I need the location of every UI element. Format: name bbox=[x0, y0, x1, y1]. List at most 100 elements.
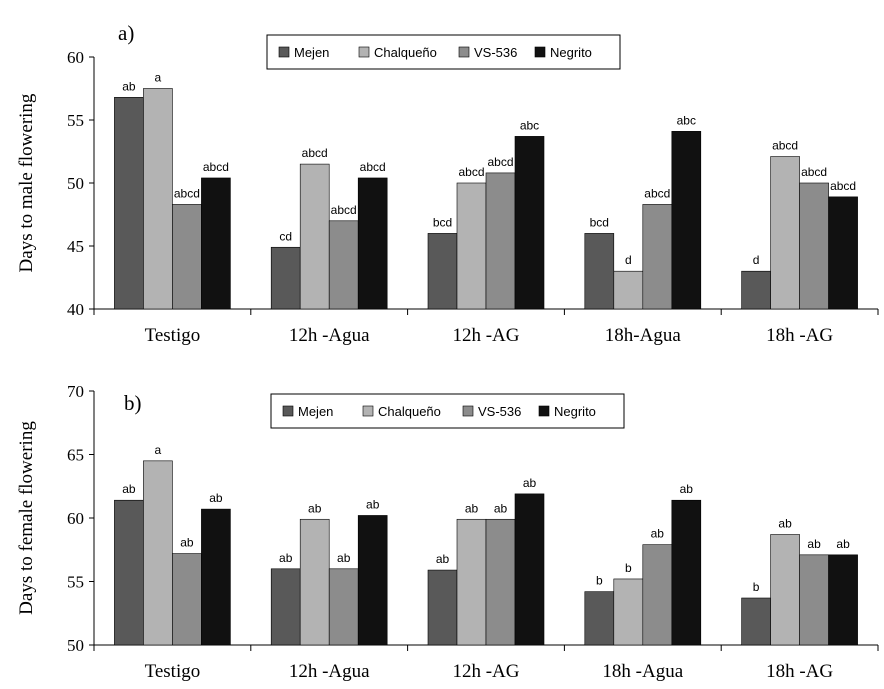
bar-vs-536 bbox=[172, 204, 202, 310]
y-tick-label: 60 bbox=[67, 509, 84, 528]
bar-mejen bbox=[427, 569, 458, 646]
x-tick-label: 18h -Agua bbox=[602, 661, 683, 682]
bar-data-label: a bbox=[155, 443, 162, 457]
bar-data-label: ab bbox=[836, 537, 850, 551]
bar-data-label: abc bbox=[520, 118, 539, 132]
x-tick-label: 12h -Agua bbox=[289, 661, 370, 682]
legend-box bbox=[270, 393, 625, 429]
bar-data-label: ab bbox=[523, 476, 537, 490]
bar-negrito bbox=[514, 136, 545, 310]
bar-data-label: abc bbox=[677, 113, 696, 127]
bar-mejen bbox=[741, 270, 771, 310]
panel-label: b) bbox=[124, 391, 142, 415]
bar-data-label: abcd bbox=[458, 165, 484, 179]
bar-chalque-o bbox=[770, 534, 800, 646]
bar-chalque-o bbox=[770, 156, 800, 310]
y-tick-label: 45 bbox=[67, 237, 84, 256]
legend-swatch bbox=[538, 405, 550, 417]
y-tick-label: 50 bbox=[67, 636, 84, 655]
bar-data-label: abcd bbox=[174, 186, 200, 200]
bar-vs-536 bbox=[328, 568, 359, 646]
legend-box bbox=[266, 34, 621, 70]
legend-swatch bbox=[358, 46, 370, 58]
x-tick-label: Testigo bbox=[145, 325, 201, 346]
y-axis-title: Days to male flowering bbox=[16, 93, 37, 272]
bar-vs-536 bbox=[642, 204, 673, 310]
bar-chalque-o bbox=[613, 270, 644, 310]
y-tick-label: 60 bbox=[67, 48, 84, 67]
bar-data-label: b bbox=[625, 561, 632, 575]
bar-mejen bbox=[427, 233, 458, 310]
bar-chalque-o bbox=[299, 163, 330, 310]
legend: Mejen Chalqueño VS-536 Negrito bbox=[270, 393, 625, 429]
bar-mejen bbox=[114, 499, 144, 646]
bar-data-label: d bbox=[753, 253, 760, 267]
y-tick-label: 70 bbox=[67, 382, 84, 401]
bar-vs-536 bbox=[172, 553, 202, 646]
bar-data-label: ab bbox=[180, 536, 194, 550]
bar-negrito bbox=[514, 493, 545, 646]
legend-swatch bbox=[282, 405, 294, 417]
bar-data-label: ab bbox=[680, 482, 694, 496]
bar-data-label: b bbox=[596, 574, 603, 588]
legend: Mejen Chalqueño VS-536 Negrito bbox=[266, 34, 621, 70]
bar-data-label: ab bbox=[807, 537, 821, 551]
bar-mejen bbox=[270, 246, 301, 310]
y-axis-title: Days to female flowering bbox=[16, 421, 37, 615]
legend-label: Negrito bbox=[550, 45, 592, 60]
bar-chalque-o bbox=[456, 182, 487, 310]
bar-data-label: ab bbox=[465, 501, 479, 515]
bar-data-label: cd bbox=[279, 229, 292, 243]
bar-vs-536 bbox=[799, 554, 829, 646]
bar-data-label: bcd bbox=[433, 215, 452, 229]
bar-data-label: ab bbox=[122, 482, 136, 496]
bar-data-label: abcd bbox=[360, 160, 386, 174]
x-tick-label: Testigo bbox=[145, 661, 201, 682]
bar-chalque-o bbox=[613, 578, 644, 646]
bar-data-label: ab bbox=[279, 551, 293, 565]
legend-swatch bbox=[462, 405, 474, 417]
bar-chalque-o bbox=[456, 518, 487, 646]
bar-negrito bbox=[357, 515, 388, 646]
bar-vs-536 bbox=[485, 172, 516, 310]
bar-chalque-o bbox=[299, 518, 330, 646]
bar-data-label: d bbox=[625, 253, 632, 267]
legend-swatch bbox=[458, 46, 470, 58]
bar-data-label: ab bbox=[651, 527, 665, 541]
legend-label: Mejen bbox=[294, 45, 329, 60]
bar-data-label: ab bbox=[494, 501, 508, 515]
bar-data-label: abcd bbox=[331, 203, 357, 217]
y-tick-label: 55 bbox=[67, 111, 84, 130]
bar-data-label: ab bbox=[778, 517, 792, 531]
bar-mejen bbox=[584, 591, 615, 646]
bar-data-label: b bbox=[753, 580, 760, 594]
legend-swatch bbox=[278, 46, 290, 58]
bar-negrito bbox=[201, 177, 231, 310]
bar-vs-536 bbox=[799, 182, 829, 310]
x-tick-label: 12h -AG bbox=[452, 325, 519, 346]
bar-data-label: ab bbox=[209, 491, 223, 505]
bar-data-label: bcd bbox=[590, 215, 609, 229]
bar-mejen bbox=[270, 568, 301, 646]
bar-data-label: abcd bbox=[801, 165, 827, 179]
legend-label: VS-536 bbox=[474, 45, 517, 60]
bar-mejen bbox=[114, 97, 144, 310]
bar-negrito bbox=[828, 554, 858, 646]
legend-label: Chalqueño bbox=[374, 45, 437, 60]
panel-label: a) bbox=[118, 21, 134, 45]
bar-negrito bbox=[201, 508, 231, 646]
bar-chalque-o bbox=[143, 460, 173, 646]
bar-data-label: abcd bbox=[487, 155, 513, 169]
bar-vs-536 bbox=[642, 544, 673, 646]
bar-data-label: abcd bbox=[302, 146, 328, 160]
bar-mejen bbox=[584, 233, 615, 310]
x-tick-label: 18h -AG bbox=[766, 325, 833, 346]
chart-panel-a: 40 45 50 55 60 Days to male flowering a) Testig… bbox=[16, 21, 879, 346]
bar-negrito bbox=[828, 196, 858, 310]
x-tick-label: 18h -AG bbox=[766, 661, 833, 682]
bar-vs-536 bbox=[485, 518, 516, 646]
x-tick-label: 12h -Agua bbox=[289, 325, 370, 346]
bar-data-label: ab bbox=[337, 551, 351, 565]
legend-swatch bbox=[534, 46, 546, 58]
